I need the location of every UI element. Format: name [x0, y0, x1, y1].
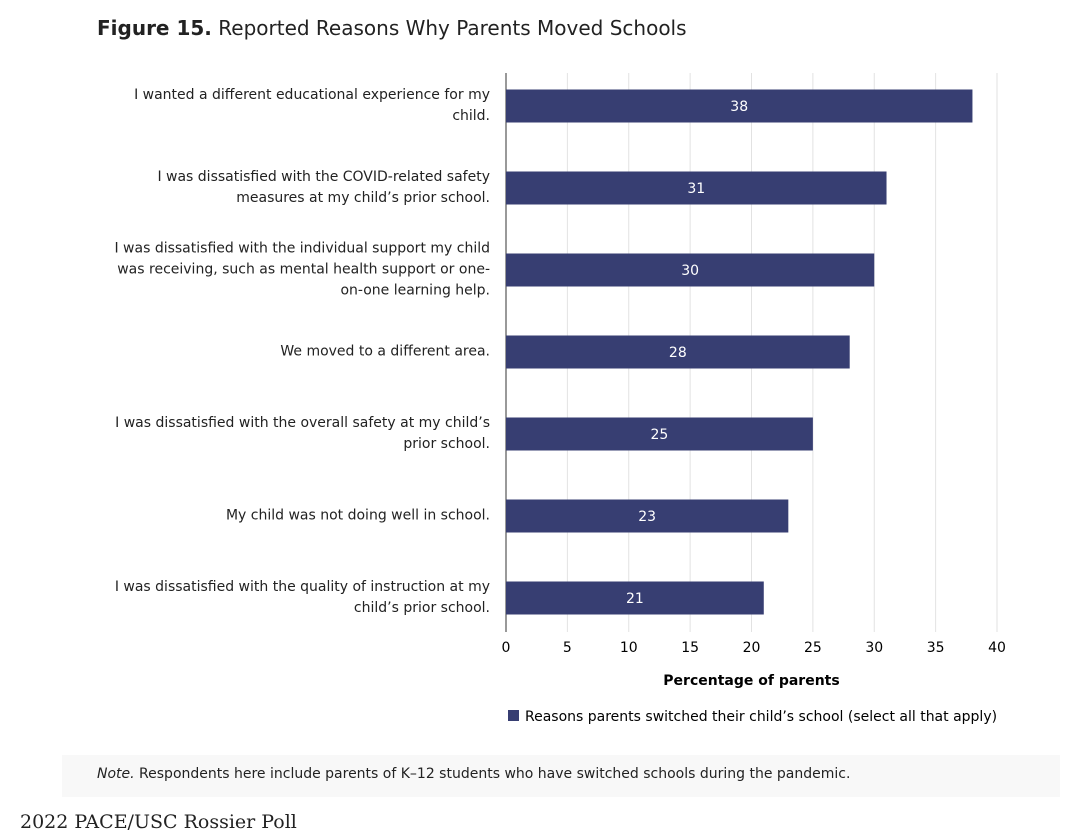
y-tick-label: My child was not doing well in school.: [225, 507, 490, 524]
legend-swatch: [508, 710, 519, 721]
bar: [506, 499, 789, 533]
chart-title: Figure 15. Reported Reasons Why Parents …: [97, 16, 687, 40]
bar: [506, 581, 764, 615]
x-tick-label: 15: [681, 640, 699, 656]
x-tick-label: 30: [865, 640, 883, 656]
bar: [506, 253, 875, 287]
y-tick-label: I wanted a different educational experie…: [134, 87, 490, 124]
legend-label: Reasons parents switched their child’s s…: [525, 709, 997, 725]
y-tick-label: I was dissatisfied with the individual s…: [114, 240, 490, 299]
note-label: Note.: [97, 766, 135, 782]
data-label: 21: [626, 591, 644, 607]
data-label: 31: [687, 181, 705, 197]
x-tick-label: 10: [620, 640, 638, 656]
x-tick-label: 40: [988, 640, 1006, 656]
title-text: Reported Reasons Why Parents Moved Schoo…: [218, 16, 687, 40]
note-background: [62, 755, 1060, 797]
bar: [506, 417, 813, 451]
bar: [506, 171, 887, 205]
x-tick-label: 0: [502, 640, 511, 656]
y-tick-label: We moved to a different area.: [280, 343, 490, 360]
figure-label: Figure 15.: [97, 16, 212, 40]
bar: [506, 335, 850, 369]
x-tick-label: 25: [804, 640, 822, 656]
data-label: 25: [651, 427, 669, 443]
data-label: 30: [681, 263, 699, 279]
y-tick-label: I was dissatisfied with the quality of i…: [114, 579, 490, 616]
data-label: 38: [730, 99, 748, 115]
y-tick-label: I was dissatisfied with the COVID-relate…: [157, 169, 490, 206]
bar: [506, 89, 973, 123]
x-tick-label: 5: [563, 640, 572, 656]
note: Note. Respondents here include parents o…: [97, 766, 850, 782]
data-label: 23: [638, 509, 656, 525]
note-text: Respondents here include parents of K–12…: [139, 766, 851, 782]
x-axis-label: Percentage of parents: [663, 673, 839, 689]
x-tick-label: 20: [743, 640, 761, 656]
x-tick-label: 35: [927, 640, 945, 656]
y-tick-label: I was dissatisfied with the overall safe…: [115, 415, 490, 452]
data-label: 28: [669, 345, 687, 361]
source: 2022 PACE/USC Rossier Poll: [20, 811, 297, 833]
